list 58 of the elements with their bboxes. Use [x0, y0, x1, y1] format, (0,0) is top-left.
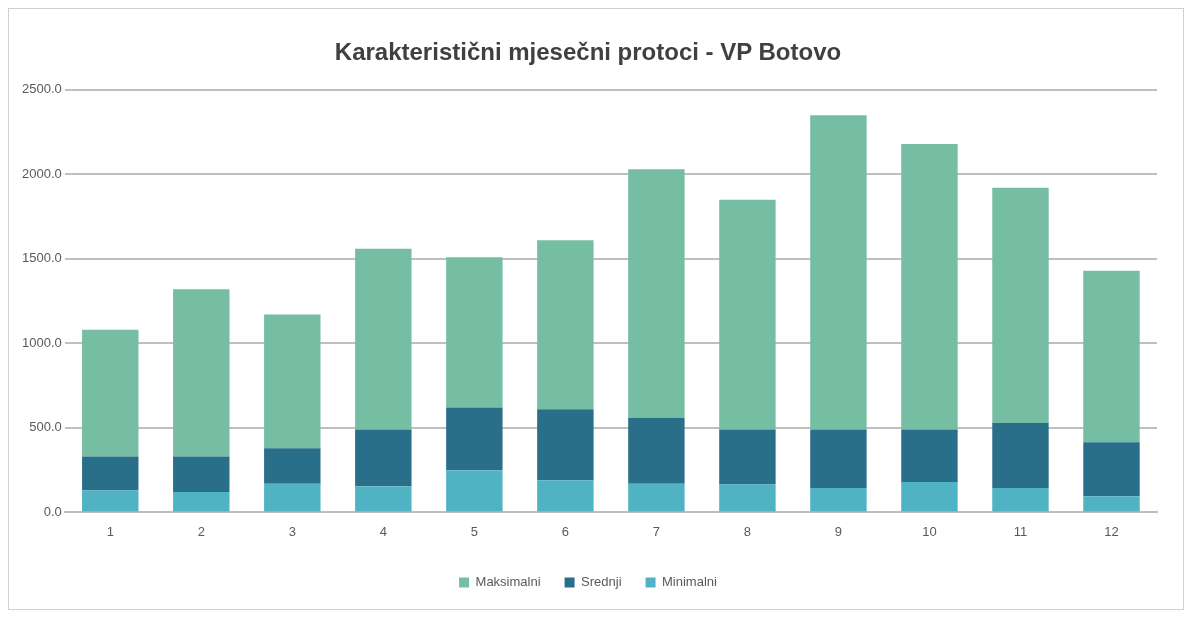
- bar: [264, 483, 321, 512]
- bar: [82, 456, 139, 491]
- x-tick-label: 9: [834, 523, 843, 539]
- bar: [810, 429, 867, 488]
- y-tick-label: 1000.0: [22, 334, 62, 350]
- x-tick-label: 12: [1104, 523, 1119, 539]
- bar: [173, 492, 230, 512]
- bar: [628, 483, 685, 512]
- bar: [446, 257, 503, 408]
- bar: [355, 248, 412, 430]
- bar: [719, 484, 776, 512]
- y-tick-label: 2500.0: [22, 81, 62, 97]
- x-tick-label: 11: [1013, 523, 1028, 539]
- bar: [173, 289, 230, 457]
- bar: [82, 329, 139, 457]
- y-tick-label: 2000.0: [22, 165, 62, 181]
- legend-label: Maksimalni: [475, 574, 541, 590]
- x-tick-label: 7: [652, 523, 661, 539]
- x-tick-label: 2: [197, 523, 205, 539]
- bar: [1083, 442, 1140, 497]
- y-tick-label: 500.0: [29, 419, 62, 435]
- y-tick-label: 1500.0: [22, 250, 62, 266]
- bar: [264, 448, 321, 484]
- x-tick-label: 4: [379, 523, 387, 539]
- bar: [901, 429, 958, 482]
- bar: [628, 417, 685, 484]
- bar: [1083, 270, 1140, 443]
- bar: [1083, 496, 1140, 512]
- bar: [82, 490, 139, 512]
- x-tick-label: 8: [743, 523, 752, 539]
- bar: [992, 487, 1049, 512]
- bar: [537, 409, 594, 481]
- bar: [810, 487, 867, 512]
- bar: [355, 486, 412, 512]
- bar: [264, 314, 321, 449]
- legend-label: Srednji: [581, 574, 622, 590]
- bar: [810, 115, 867, 430]
- legend-label: Minimalni: [662, 574, 718, 590]
- bar: [992, 422, 1049, 488]
- bar: [901, 481, 958, 512]
- y-tick-label: 0.0: [43, 503, 62, 519]
- x-tick-label: 1: [106, 523, 114, 539]
- bar: [355, 429, 412, 487]
- x-tick-label: 10: [922, 523, 937, 539]
- bar: [719, 429, 776, 485]
- bar: [537, 240, 594, 410]
- x-tick-label: 3: [288, 523, 296, 539]
- bar: [173, 456, 230, 493]
- bar: [992, 187, 1049, 423]
- bar: [446, 407, 503, 471]
- bar: [537, 480, 594, 512]
- bar: [446, 470, 503, 512]
- bar: [901, 143, 958, 430]
- x-tick-label: 6: [561, 523, 569, 539]
- bar: [628, 169, 685, 418]
- chart-title: Karakteristični mjesečni protoci - VP Botovo: [334, 38, 842, 66]
- x-tick-label: 5: [470, 523, 478, 539]
- bar: [719, 199, 776, 430]
